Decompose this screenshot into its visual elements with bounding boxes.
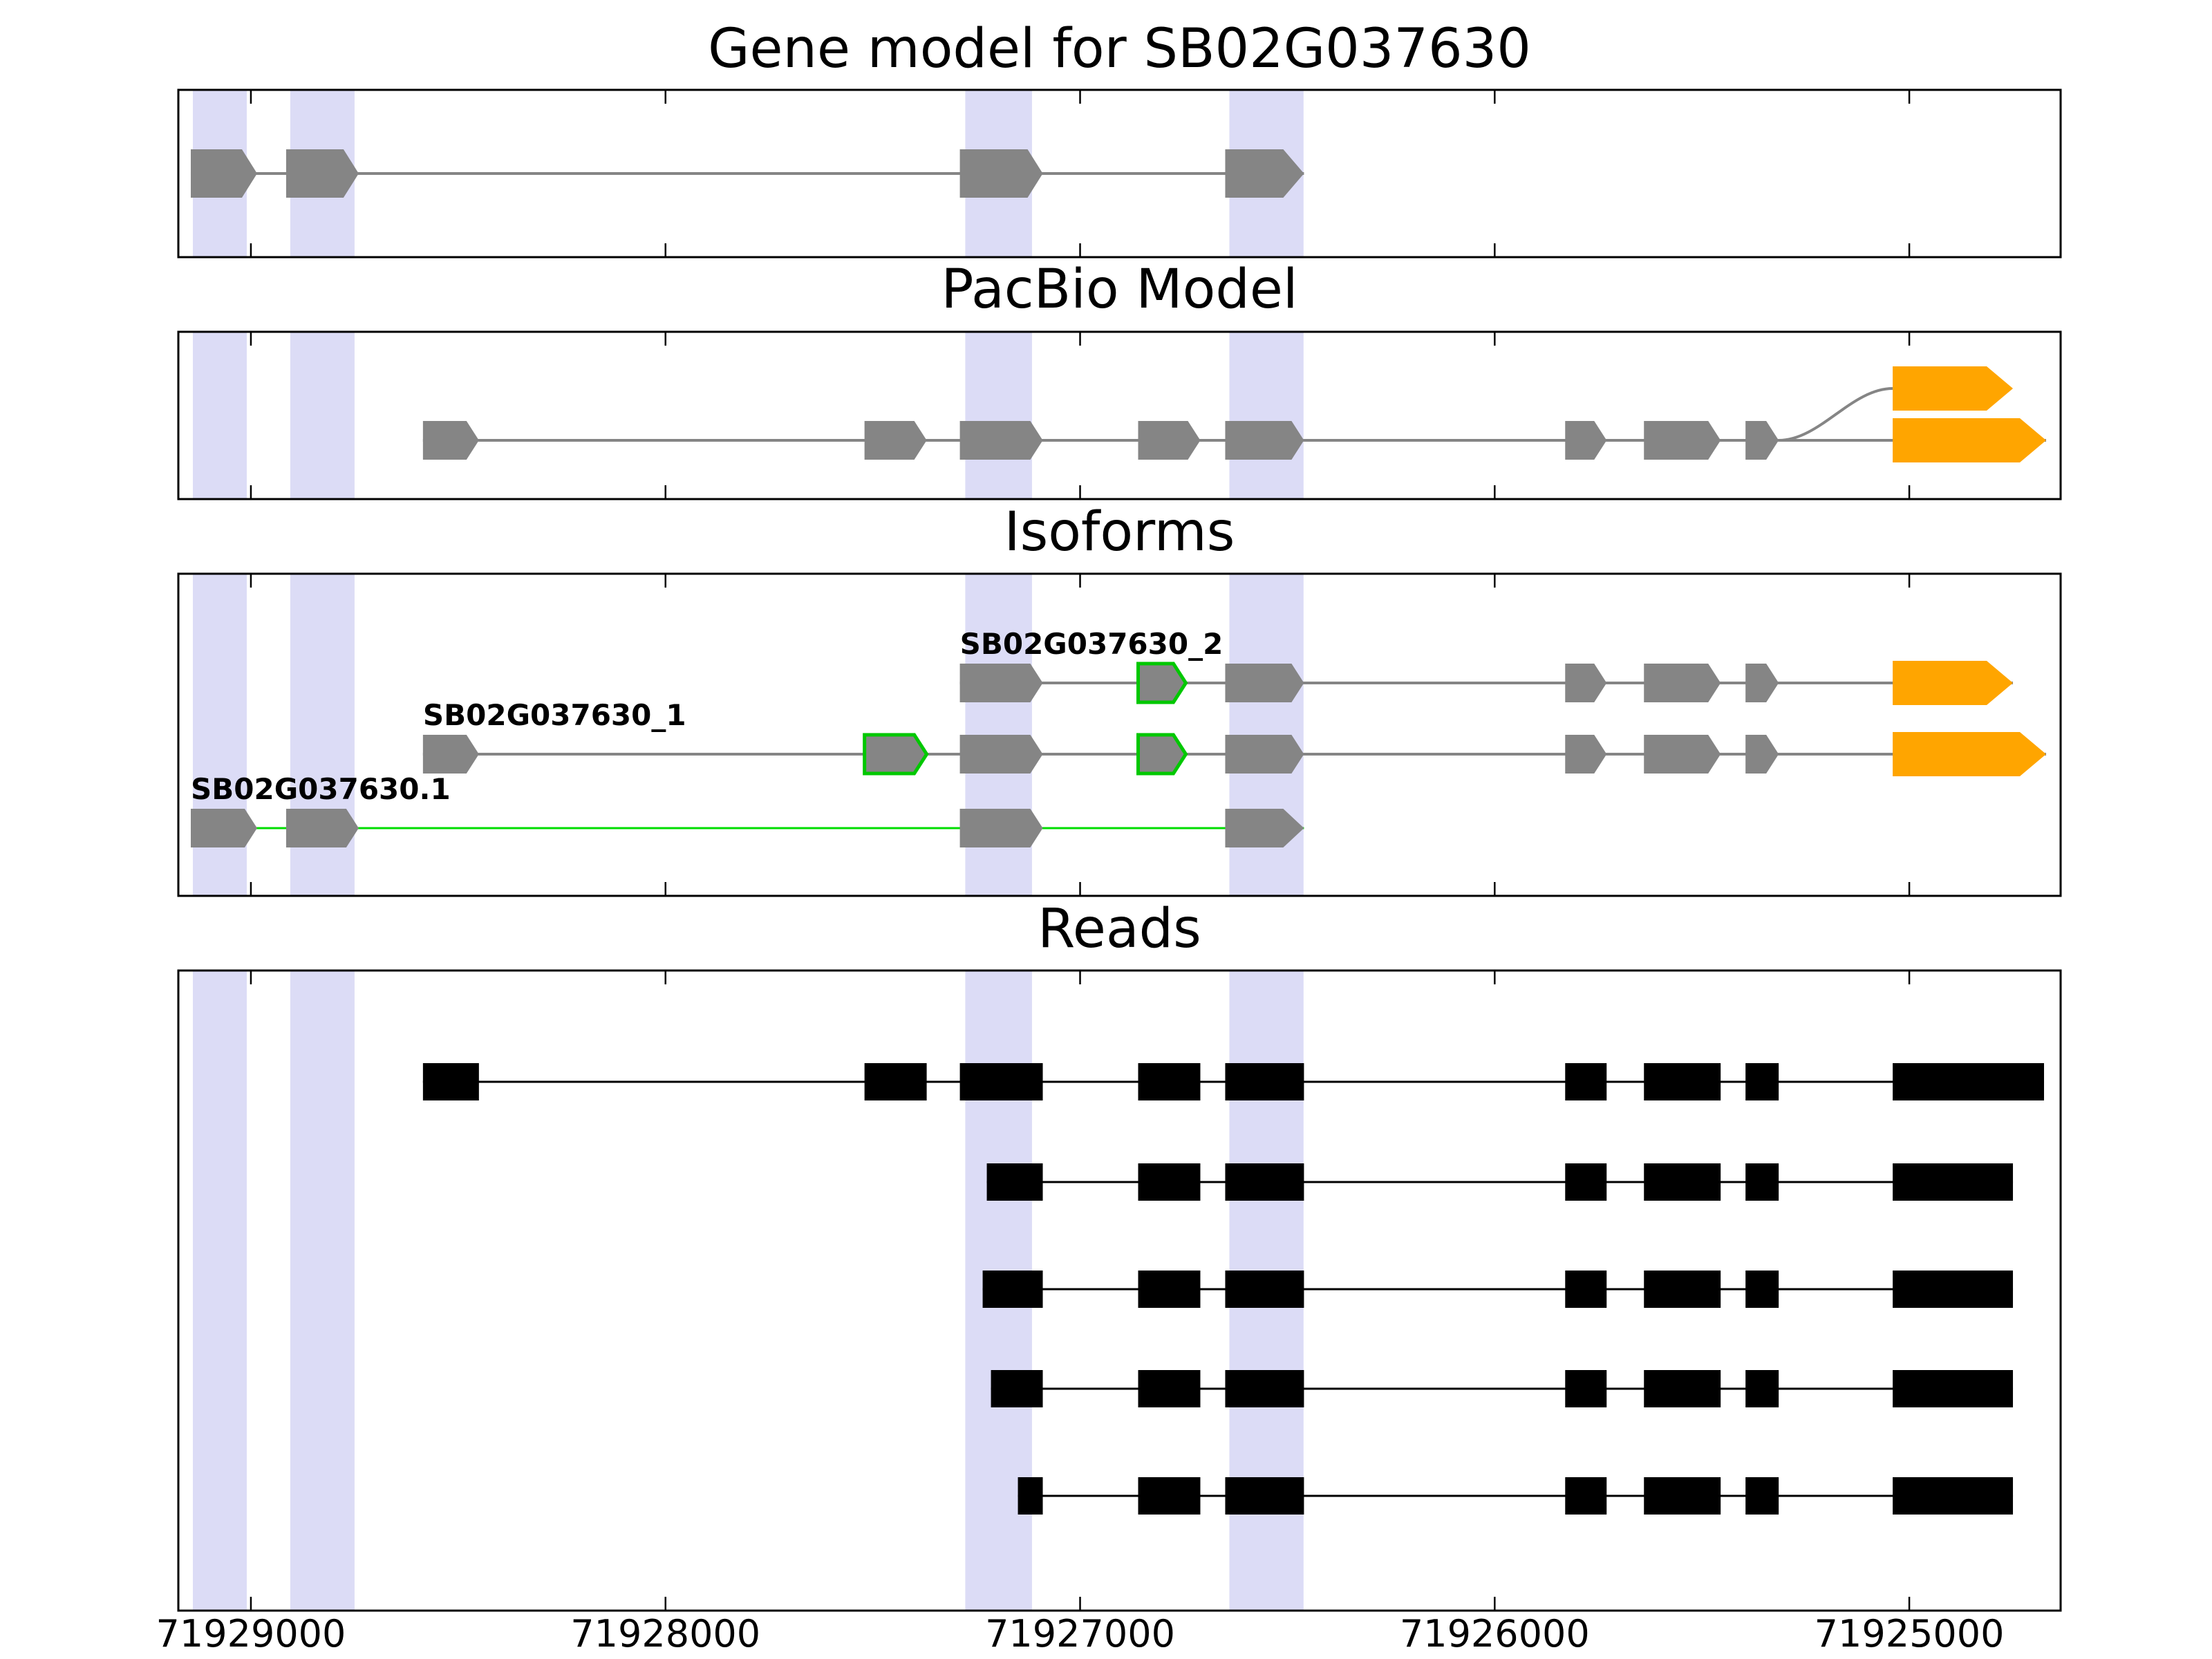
highlight-band [965,332,1032,499]
isoform-label: SB02G037630_1 [423,698,686,732]
panel-border [177,88,2062,259]
orange-exon [1893,418,2047,462]
read-exon [1644,1370,1721,1407]
exon [1225,149,1304,198]
read-exon [959,1063,1043,1100]
orange-exon [1893,661,2014,705]
read-exon [1644,1477,1721,1515]
tick-label: 71928000 [570,1612,760,1656]
exon [1225,664,1304,702]
read-exon [1745,1271,1779,1308]
read-exon [986,1163,1043,1201]
read-exon [1225,1271,1304,1308]
read-exon [1565,1271,1607,1308]
panel-border [177,330,2062,500]
read-exon [1745,1477,1779,1515]
tick-label: 71929000 [156,1612,346,1656]
exon [1225,809,1304,847]
tick-label: 71925000 [1815,1612,2005,1656]
exon [422,421,479,460]
read-exon [1893,1163,2014,1201]
exon [959,809,1043,847]
read-exon [1893,1370,2014,1407]
orange-exon [1893,366,2014,411]
highlight-band [192,574,247,896]
exon [1644,421,1721,460]
panel-title-gene-model: Gene model for SB02G037630 [708,18,1531,80]
read-exon [1138,1163,1201,1201]
exon [1225,735,1304,774]
read-exon [1225,1163,1304,1201]
exon [1136,662,1188,704]
read-exon [1138,1477,1201,1515]
exon [190,149,257,198]
read-exon [991,1370,1043,1407]
tick-label: 71926000 [1400,1612,1590,1656]
read-exon [1745,1163,1779,1201]
exon [1565,735,1607,774]
read-exon [1893,1063,2045,1100]
exon [959,421,1043,460]
read-exon [1644,1063,1721,1100]
read-exon [1745,1063,1779,1100]
exon [1644,664,1721,702]
read-exon [1644,1271,1721,1308]
exon [959,664,1043,702]
connector-curve [1779,387,1893,442]
exon [1644,735,1721,774]
exon [190,809,257,847]
exon [285,149,359,198]
read-exon [1565,1370,1607,1407]
read-exon [1893,1477,2014,1515]
exon [863,733,929,776]
panel-border [177,969,2062,1612]
read-exon [1644,1163,1721,1201]
exon [1138,421,1201,460]
read-exon [982,1271,1043,1308]
read-exon [1225,1063,1304,1100]
exon [285,809,359,847]
read-exon [1138,1063,1201,1100]
highlight-band [192,332,247,499]
read-exon [1018,1477,1043,1515]
read-exon [422,1063,479,1100]
exon [864,421,927,460]
panel-title-isoforms: Isoforms [1004,501,1235,563]
exon [1565,421,1607,460]
exon [959,149,1043,198]
read-exon [1565,1163,1607,1201]
exon [1225,421,1304,460]
exon [1565,664,1607,702]
highlight-band [290,574,355,896]
orange-exon [1893,732,2047,776]
exon [1745,735,1779,774]
read-exon [1138,1370,1201,1407]
exon [1745,664,1779,702]
exon [959,735,1043,774]
highlight-band [290,971,355,1611]
panel-title-pacbio-model: PacBio Model [941,259,1298,321]
exon [422,735,479,774]
exon [1745,421,1779,460]
read-exon [1225,1370,1304,1407]
highlight-band [290,332,355,499]
read-exon [1138,1271,1201,1308]
read-exon [864,1063,927,1100]
read-exon [1565,1477,1607,1515]
read-exon [1225,1477,1304,1515]
isoform-label: SB02G037630_2 [960,627,1224,661]
read-exon [1565,1063,1607,1100]
highlight-band [192,971,247,1611]
exon [1136,733,1188,776]
read-exon [1893,1271,2014,1308]
tick-label: 71927000 [985,1612,1175,1656]
read-exon [1745,1370,1779,1407]
panel-border [177,572,2062,897]
isoform-label: SB02G037630.1 [191,772,451,806]
panel-title-reads: Reads [1038,898,1201,960]
highlight-band [1229,332,1304,499]
